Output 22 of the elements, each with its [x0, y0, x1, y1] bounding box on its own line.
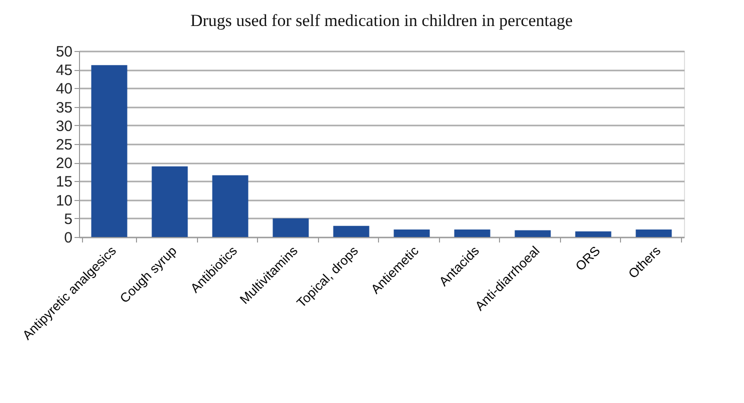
y-tick-label: 10 [56, 192, 72, 210]
bar [272, 218, 309, 237]
y-tick-label: 5 [64, 210, 72, 228]
bar [91, 65, 128, 237]
y-tick-label: 45 [56, 62, 72, 80]
bar [514, 230, 551, 237]
bar [152, 166, 188, 237]
y-tick-label: 35 [56, 99, 72, 116]
bar [394, 230, 430, 237]
y-tick-label: 15 [56, 174, 72, 191]
bar [636, 230, 672, 237]
y-tick-label: 0 [64, 230, 72, 246]
y-tick-label: 40 [56, 80, 72, 98]
chart-title: Drugs used for self medication in children in percentage [190, 11, 573, 30]
y-tick-label: 30 [56, 118, 72, 135]
bar [575, 231, 612, 237]
y-tick-label: 50 [56, 44, 72, 60]
y-tick-label: 20 [56, 155, 72, 172]
bar [333, 226, 370, 237]
y-tick-label: 25 [56, 136, 72, 154]
bar [212, 175, 248, 237]
bar [454, 230, 490, 237]
